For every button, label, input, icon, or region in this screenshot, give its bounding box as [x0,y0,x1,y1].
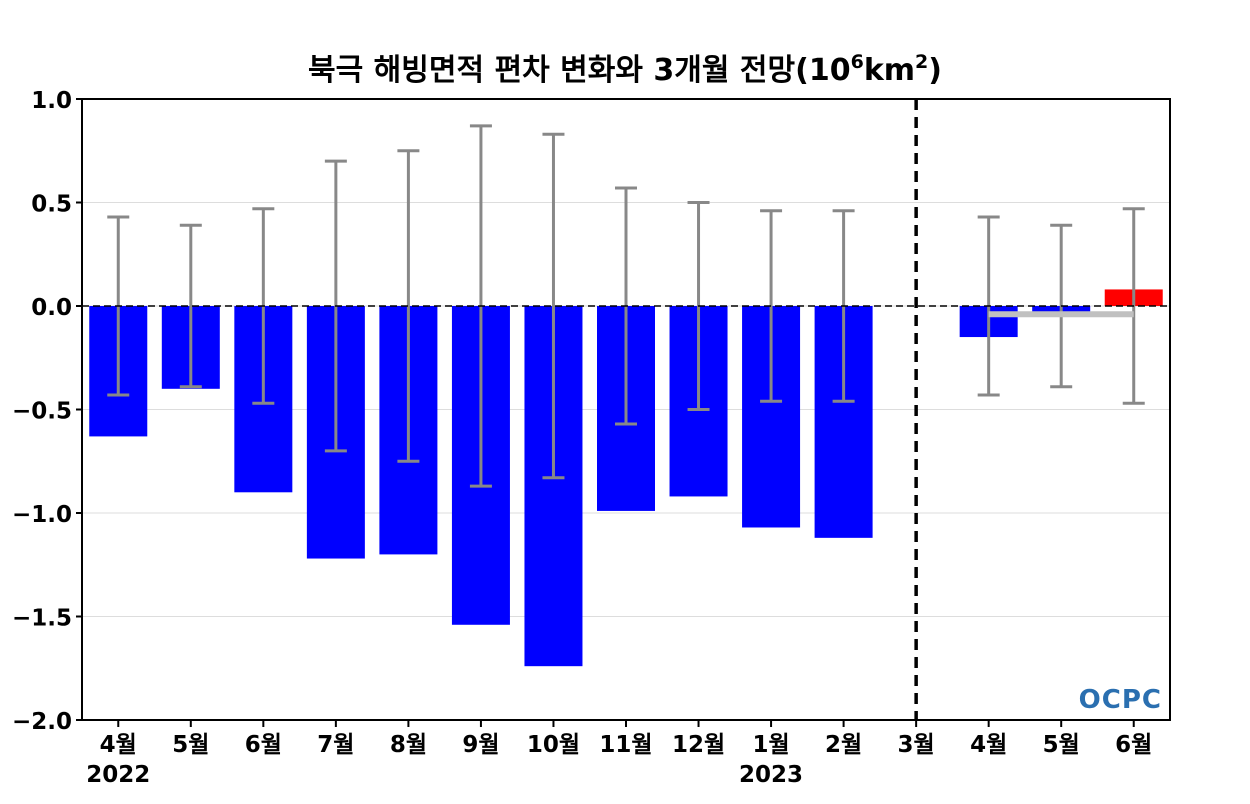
y-tick-label: −1.5 [12,606,72,632]
x-tick-label: 5월 [172,732,209,758]
x-tick-label: 10월 [527,732,580,758]
x-tick-label: 12월 [672,732,725,758]
y-tick-label: −2.0 [12,709,72,735]
y-tick-label: 1.0 [31,88,72,114]
x-tick-label: 4월 [100,732,137,758]
y-tick-label: 0.0 [31,295,72,321]
y-tick-label: −1.0 [12,502,72,528]
year-label: 2023 [739,762,803,788]
x-tick-label: 7월 [317,732,354,758]
x-tick-label: 4월 [970,732,1007,758]
logo-text: OCPC [1079,685,1162,715]
year-label: 2022 [86,762,150,788]
x-tick-label: 6월 [1115,732,1152,758]
y-axis: 1.0 0.5 0.0 −0.5 −1.0 −1.5 −2.0 [12,88,82,735]
x-tick-label: 2월 [825,732,862,758]
x-tick-label: 1월 [752,732,789,758]
x-tick-label: 3월 [898,732,935,758]
x-tick-label: 9월 [462,732,499,758]
x-axis: 4월 5월 6월 7월 8월 9월 10월 11월 12월 1월 2월 3월 4월 5월 6월 2022 202… [86,720,1152,788]
ocpc-logo: OCPC [1079,685,1162,715]
x-tick-label: 6월 [245,732,282,758]
overlays [82,99,1170,720]
chart-title: 북극 해빙면적 편차 변화와 3개월 전망(106km2) [308,51,942,88]
x-tick-label: 5월 [1043,732,1080,758]
x-tick-label: 11월 [599,732,652,758]
y-tick-label: 0.5 [31,192,72,218]
y-tick-label: −0.5 [12,399,72,425]
x-tick-label: 8월 [390,732,427,758]
